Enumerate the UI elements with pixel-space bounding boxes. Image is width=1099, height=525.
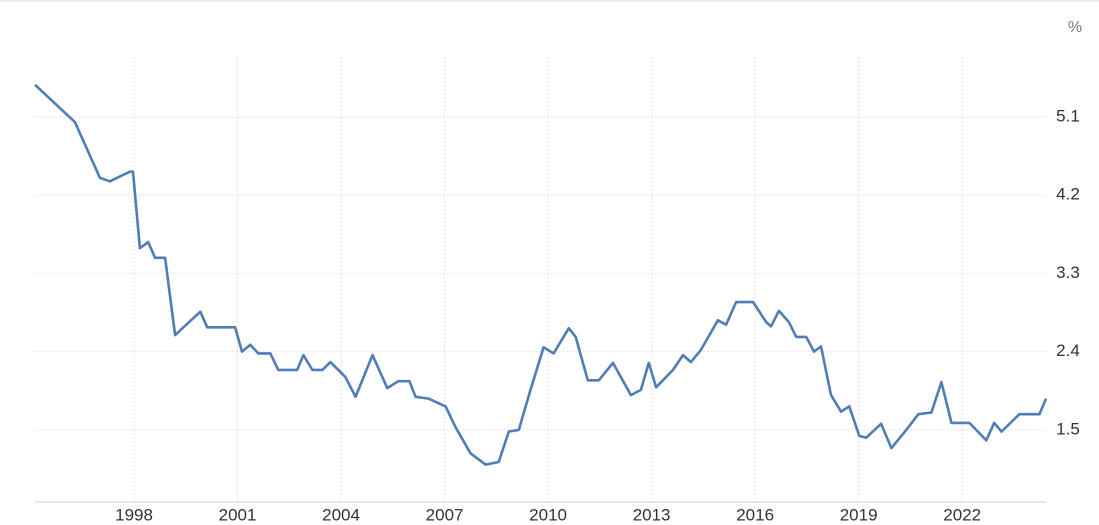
x-tick-label: 1998 bbox=[115, 505, 153, 524]
y-tick-label: 2.4 bbox=[1056, 341, 1080, 360]
line-series bbox=[34, 83, 1048, 466]
x-tick-label: 2016 bbox=[736, 505, 774, 524]
y-tick-label: 1.5 bbox=[1056, 419, 1080, 438]
x-tick-label: 2013 bbox=[633, 505, 671, 524]
y-tick-label: 4.2 bbox=[1056, 185, 1080, 204]
y-tick-label: 3.3 bbox=[1056, 263, 1080, 282]
x-tick-label: 2007 bbox=[426, 505, 464, 524]
x-tick-label: 2010 bbox=[529, 505, 567, 524]
x-tick-label: 2001 bbox=[219, 505, 257, 524]
x-tick-label: 2019 bbox=[840, 505, 878, 524]
x-tick-label: 2022 bbox=[943, 505, 981, 524]
x-tick-label: 2004 bbox=[322, 505, 360, 524]
y-tick-label: 5.1 bbox=[1056, 106, 1080, 125]
y-unit-label: % bbox=[1068, 19, 1082, 36]
